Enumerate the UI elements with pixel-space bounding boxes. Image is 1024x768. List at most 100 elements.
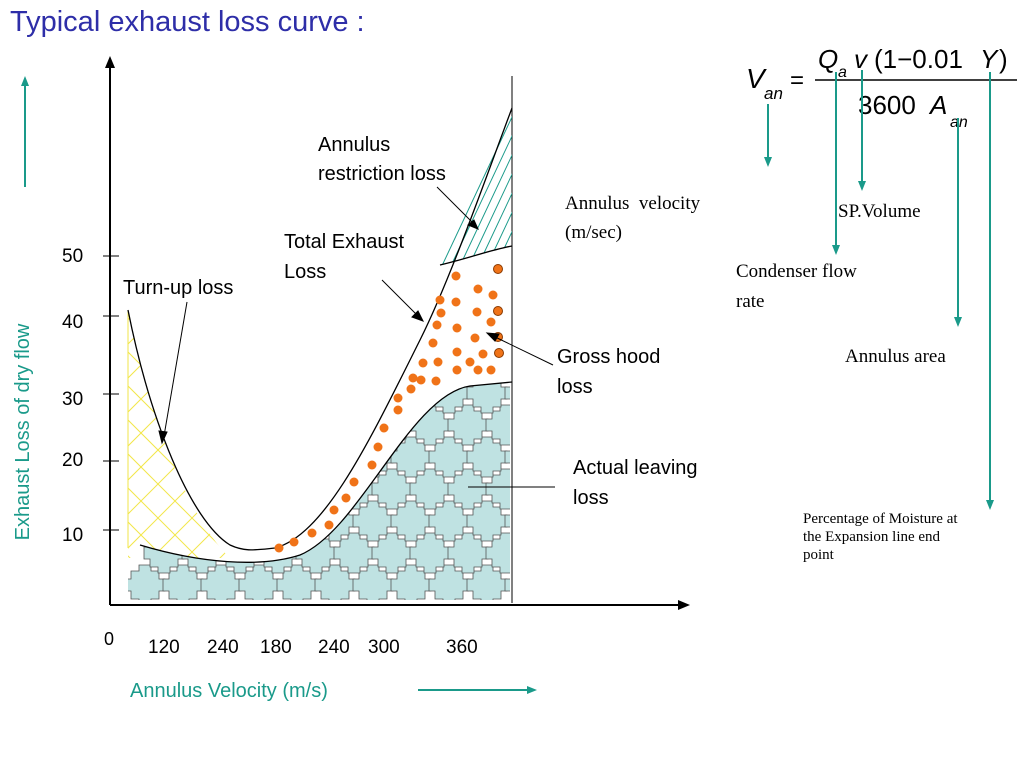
gross-hood-dot [478, 349, 488, 359]
y-tick-marks [103, 255, 119, 531]
y-tick-label-40: 40 [62, 312, 83, 333]
gross-hood-dot [433, 357, 443, 367]
leaving-loss-tile [562, 405, 602, 445]
leaving-loss-tile [276, 436, 318, 478]
formula-numerator-close: ) [999, 44, 1008, 74]
gross-hood-dot [373, 442, 383, 452]
annulus-restriction-hatch [440, 100, 682, 270]
gross-hood-dot [329, 505, 339, 515]
leaving-loss-tile [372, 341, 412, 381]
vertical-teal-arrowhead [21, 76, 29, 86]
leaving-loss-tile [200, 500, 242, 542]
annulus-restriction-label-line1: Annulus [318, 134, 390, 156]
hatch-line [143, 310, 230, 558]
condenser-callout-head [832, 245, 840, 255]
turn-up-pointer-head [158, 430, 168, 445]
x-axis-arrowhead [678, 600, 690, 610]
total-loss-pointer-head [411, 310, 425, 322]
gross-hood-pointer-head [485, 332, 500, 342]
hatch-line [128, 310, 230, 558]
gross-hood-dot [431, 376, 441, 386]
leaving-loss-tile [238, 436, 280, 478]
hatch-line [466, 108, 512, 265]
leaving-loss-tile [485, 532, 510, 574]
hatch-line [584, 100, 664, 270]
hatch-line [575, 100, 655, 270]
hatch-line [484, 300, 784, 600]
hatch-line [0, 300, 70, 600]
v-an-callout-head [764, 157, 772, 167]
hatch-line [602, 100, 682, 270]
leaving-loss-tile [200, 436, 242, 478]
gross-hood-dot [408, 373, 418, 383]
hatch-line [557, 100, 637, 270]
gross-hood-label-line2: loss [557, 376, 593, 398]
leaving-loss-tile [485, 404, 510, 446]
formula-numerator-paren: (1−0.01 [874, 44, 963, 74]
gross-hood-label-line1: Gross hood [557, 346, 660, 368]
hatch-line [440, 108, 512, 265]
gross-hood-dot [493, 264, 503, 274]
gross-hood-dot [470, 333, 480, 343]
hatch-line [586, 300, 886, 600]
leaving-loss-tile [257, 468, 299, 510]
hatch-line [548, 100, 628, 270]
hatch-line [457, 108, 512, 265]
x-tick-label: 120 [148, 637, 180, 658]
actual-leaving-loss-tiles [128, 341, 602, 605]
leaving-loss-tile [543, 565, 583, 605]
gross-hood-loss-curve [439, 245, 513, 266]
formula-numerator-q-subscript: a [838, 64, 847, 81]
leaving-loss-tile [200, 382, 242, 414]
x-axis-label: Annulus Velocity (m/s) [130, 680, 328, 702]
leaving-loss-tile [314, 382, 356, 414]
leaving-loss-tile [181, 532, 223, 574]
formula-numerator-v: v [854, 44, 869, 74]
x-tick-label: 240 [318, 637, 350, 658]
formula-numerator-q: Q [818, 44, 838, 74]
gross-hood-dot [289, 537, 299, 547]
actual-leaving-loss-curve [139, 381, 513, 563]
moisture-legend-line1: Percentage of Moisture at [803, 511, 958, 527]
leaving-loss-tile [219, 404, 261, 446]
gross-hood-dot [493, 306, 503, 316]
total-loss-pointer-line [381, 279, 419, 317]
leaving-loss-tile [562, 533, 602, 573]
annulus-velocity-legend-line2: (m/sec) [565, 222, 622, 243]
leaving-loss-tile [219, 468, 261, 510]
leaving-loss-tile [504, 436, 510, 478]
gross-hood-pointer-line [492, 335, 554, 366]
gross-hood-dot [393, 393, 403, 403]
y-axis-label: Exhaust Loss of dry flow [12, 323, 34, 540]
loss-curves [127, 107, 513, 563]
y-axis-arrowhead [105, 56, 115, 68]
leaving-loss-tile [524, 533, 564, 573]
leaving-loss-tile [181, 404, 223, 446]
slide-title: Typical exhaust loss curve : [10, 6, 365, 38]
formula-denominator-a: A [928, 90, 947, 120]
gross-hood-dot [473, 284, 483, 294]
gross-hood-dot [428, 338, 438, 348]
leaving-loss-tile [182, 341, 222, 381]
leaving-loss-tile [144, 341, 184, 381]
x-tick-label: 300 [368, 637, 400, 658]
y-tick-label-30: 30 [62, 389, 83, 410]
gross-hood-dot [452, 347, 462, 357]
annulus-area-callout-head [954, 317, 962, 327]
y-tick-label-20: 20 [62, 450, 83, 471]
hatch-line [586, 300, 886, 600]
hatch-line [128, 310, 230, 558]
actual-leaving-label-line2: loss [573, 487, 609, 509]
restriction-pointer-head [467, 219, 479, 230]
axis-direction-arrows [21, 76, 537, 694]
gross-hood-dot [473, 365, 483, 375]
leaving-loss-tile [486, 341, 526, 381]
formula-callouts [764, 70, 994, 510]
restriction-pointer-line [436, 186, 475, 225]
leaving-loss-tile [219, 532, 261, 574]
leaving-loss-tile [524, 405, 564, 445]
hatch-line [128, 310, 230, 558]
leaving-loss-tile [504, 564, 510, 600]
hatch-line [128, 310, 230, 558]
